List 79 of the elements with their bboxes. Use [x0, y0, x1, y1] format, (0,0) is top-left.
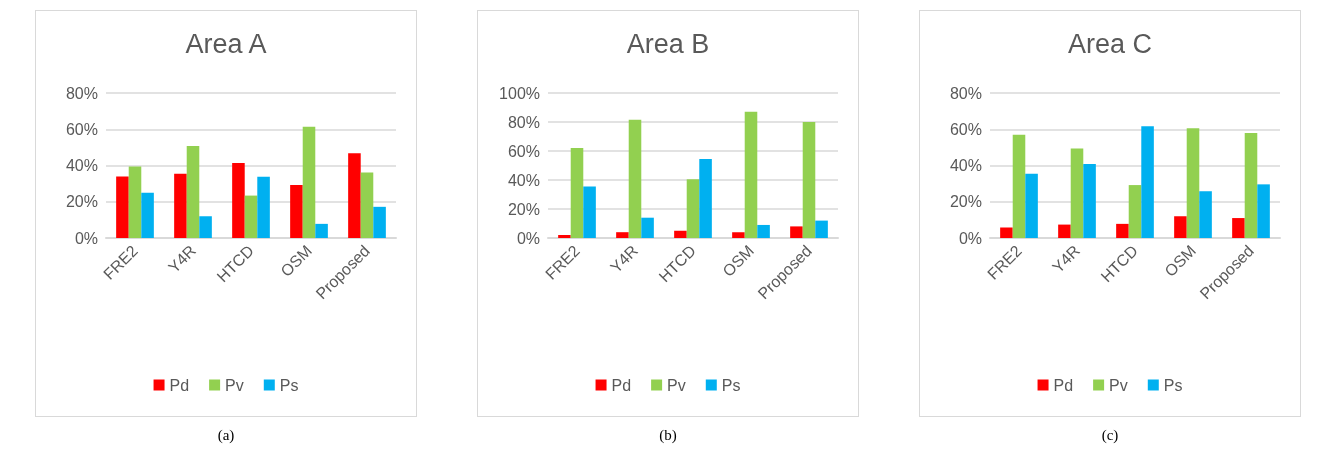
chart-title: Area C [1067, 28, 1153, 59]
bar [790, 226, 803, 238]
legend-label: Pv [667, 376, 686, 394]
chart-title: Area A [185, 28, 267, 59]
bar [1174, 216, 1187, 238]
legend-label: Pd [611, 376, 632, 394]
bar [141, 192, 154, 238]
bar [1025, 173, 1038, 238]
bar [732, 232, 745, 238]
bar [674, 230, 687, 238]
bar [1244, 132, 1258, 238]
legend-label: Ps [1163, 376, 1183, 394]
bar [1012, 134, 1026, 238]
bar [373, 206, 386, 238]
bar [199, 216, 212, 238]
x-tick-label: Y4R [164, 241, 200, 277]
bar [1232, 218, 1245, 238]
y-tick-label: 40% [65, 157, 98, 174]
y-tick-label: 60% [949, 120, 982, 138]
bar [1199, 191, 1212, 238]
bar [128, 166, 142, 238]
y-tick-label: 0% [74, 229, 98, 247]
y-tick-label: 80% [507, 113, 540, 131]
bar [583, 186, 596, 238]
bar [348, 153, 361, 238]
y-tick-label: 60% [507, 142, 540, 160]
bar [1000, 227, 1013, 238]
y-tick-label: 40% [949, 157, 982, 174]
bar [232, 162, 245, 238]
bar [1141, 126, 1154, 238]
bar [802, 122, 816, 238]
y-tick-label: 20% [65, 193, 98, 211]
x-tick-label: Y4R [1048, 241, 1084, 277]
bar [757, 224, 770, 238]
y-tick-label: 20% [507, 200, 540, 218]
bar [1128, 185, 1142, 238]
legend-label: Pv [225, 376, 244, 394]
bar [641, 217, 654, 238]
bar [1186, 128, 1200, 238]
legend-label: Pd [1053, 376, 1074, 394]
y-tick-label: 40% [507, 171, 540, 189]
bar [628, 119, 642, 238]
bar [686, 179, 700, 238]
y-tick-label: 80% [949, 84, 982, 102]
bar [1257, 184, 1270, 238]
x-tick-label: Y4R [606, 241, 642, 277]
legend-label: Ps [279, 376, 299, 394]
chart-title: Area B [626, 28, 710, 59]
text: (c) [1101, 427, 1119, 444]
legend-label: Ps [721, 376, 741, 394]
bar [570, 148, 584, 238]
bar [744, 111, 758, 238]
bar [315, 223, 328, 238]
y-tick-label: 0% [958, 229, 982, 247]
bar [244, 195, 258, 238]
y-tick-label: 0% [516, 229, 540, 247]
bar [558, 235, 571, 238]
legend-label: Pv [1109, 376, 1128, 394]
bar [257, 176, 270, 238]
bar [1083, 164, 1096, 238]
y-tick-label: 100% [499, 84, 540, 102]
bar [360, 172, 374, 238]
bar [186, 145, 200, 238]
bar [174, 173, 187, 238]
bar [116, 176, 129, 238]
bar [1116, 223, 1129, 238]
bar [1058, 224, 1071, 238]
bar [815, 220, 828, 238]
bar [290, 185, 303, 238]
bar [616, 232, 629, 238]
legend-label: Pd [169, 376, 190, 394]
bar [699, 158, 712, 238]
text: (b) [659, 427, 677, 444]
y-tick-label: 60% [65, 120, 98, 138]
y-tick-label: 20% [949, 193, 982, 211]
y-tick-label: 80% [65, 84, 98, 102]
text: (a) [217, 427, 235, 444]
bar [302, 126, 316, 238]
bar [1070, 148, 1084, 238]
